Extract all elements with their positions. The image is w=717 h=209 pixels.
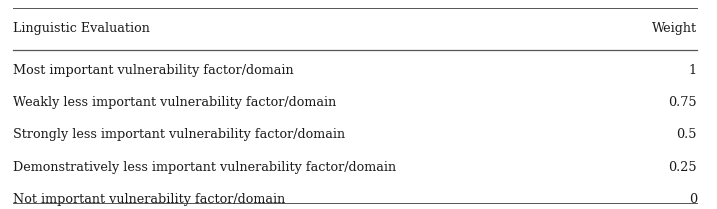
Text: 0.75: 0.75 xyxy=(668,96,697,109)
Text: Linguistic Evaluation: Linguistic Evaluation xyxy=(13,22,150,35)
Text: 0: 0 xyxy=(689,193,697,206)
Text: Weakly less important vulnerability factor/domain: Weakly less important vulnerability fact… xyxy=(13,96,336,109)
Text: 0.5: 0.5 xyxy=(676,128,697,141)
Text: Weight: Weight xyxy=(652,22,697,35)
Text: Not important vulnerability factor/domain: Not important vulnerability factor/domai… xyxy=(13,193,285,206)
Text: Demonstratively less important vulnerability factor/domain: Demonstratively less important vulnerabi… xyxy=(13,161,396,174)
Text: Most important vulnerability factor/domain: Most important vulnerability factor/doma… xyxy=(13,64,293,76)
Text: Strongly less important vulnerability factor/domain: Strongly less important vulnerability fa… xyxy=(13,128,345,141)
Text: 0.25: 0.25 xyxy=(668,161,697,174)
Text: 1: 1 xyxy=(689,64,697,76)
